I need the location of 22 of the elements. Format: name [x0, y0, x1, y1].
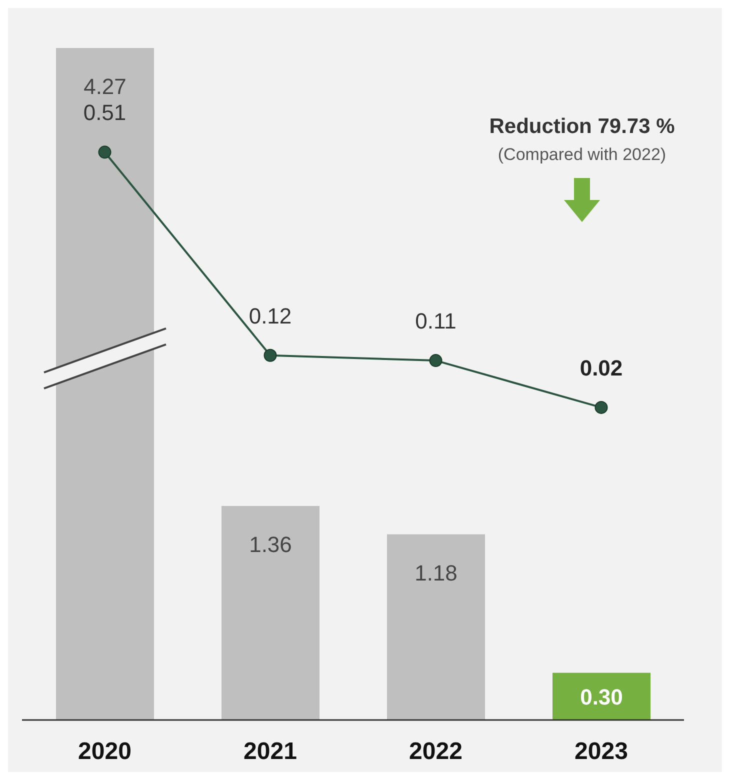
point — [98, 146, 112, 159]
bar — [552, 672, 650, 720]
x-tick-label: 2020 — [78, 738, 132, 766]
data-label: 0.12 — [248, 303, 292, 328]
point — [594, 400, 608, 414]
annotation: Reduction 79.73 % — [488, 114, 676, 140]
x-tick-label: 2022 — [409, 738, 462, 766]
data-label: 4.27 — [84, 74, 126, 99]
data-label: 1.18 — [414, 560, 458, 586]
bar — [387, 534, 485, 720]
data-label: 0.51 — [83, 100, 126, 126]
x-tick-label: 2021 — [244, 738, 297, 766]
bar — [56, 48, 154, 720]
x-tick-label: 2023 — [574, 738, 628, 766]
data-label: 1.36 — [249, 532, 292, 557]
data-label: 0.30 — [580, 684, 623, 710]
data-label: 0.11 — [415, 308, 456, 334]
bar — [222, 506, 320, 720]
data-label: 0.02 — [580, 355, 623, 380]
point — [429, 354, 442, 368]
annotation: (Compared with 2022) — [496, 144, 668, 166]
point — [264, 348, 277, 362]
